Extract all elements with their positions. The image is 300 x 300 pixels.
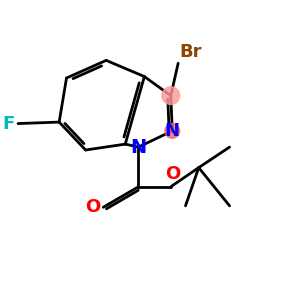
Text: N: N [165,122,180,140]
Text: Br: Br [180,43,202,61]
Text: N: N [130,138,147,157]
Text: O: O [85,198,100,216]
Text: O: O [165,165,180,183]
Circle shape [165,124,180,138]
Circle shape [162,87,180,104]
Text: F: F [3,115,15,133]
